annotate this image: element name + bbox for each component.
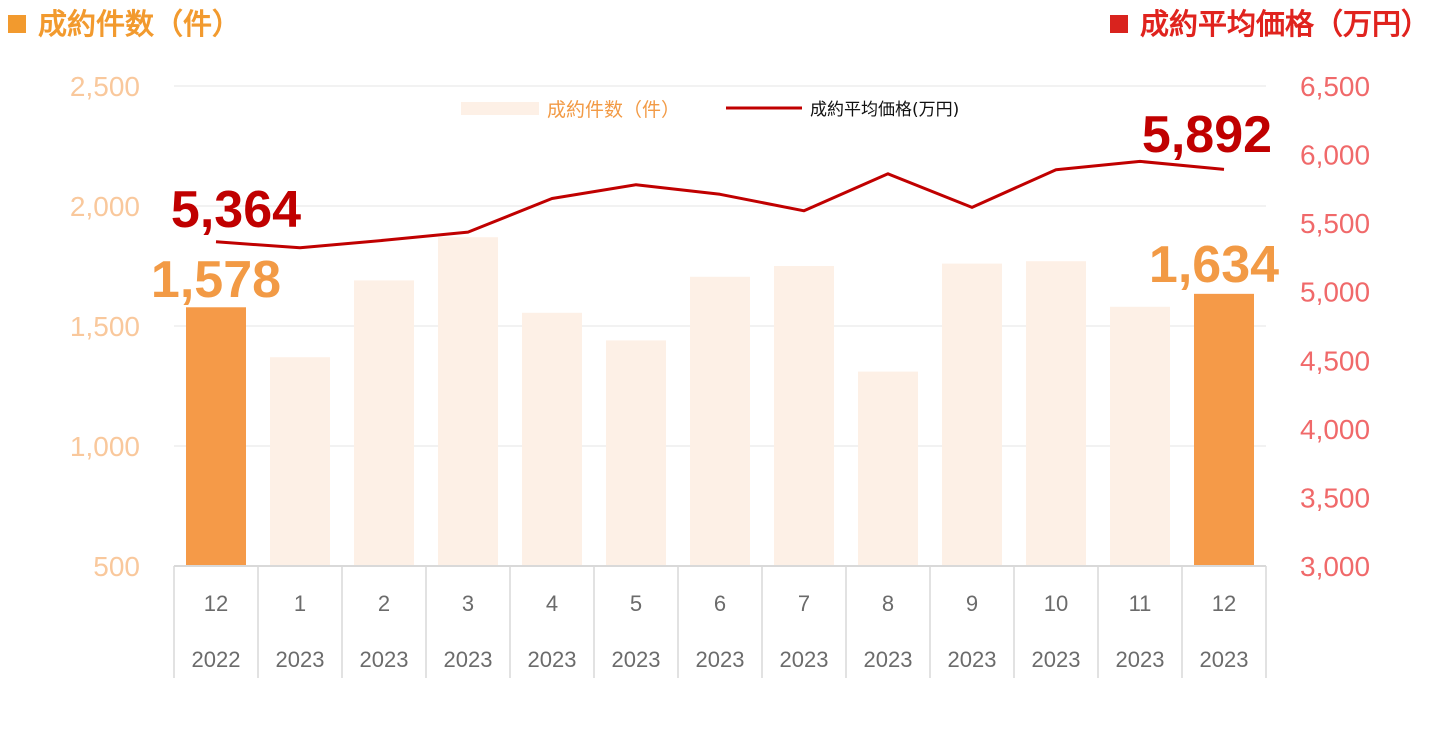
bar [522, 312, 582, 566]
data-label-line-first: 5,364 [171, 181, 301, 239]
x-axis-tick-label: 6 [714, 591, 726, 616]
data-label-bar-last: 1,634 [1149, 236, 1279, 294]
left-axis-title-text: 成約件数（件） [38, 7, 242, 41]
bar [438, 237, 498, 566]
x-axis-year-label: 2023 [696, 647, 745, 672]
left-axis-tick-label: 1,500 [70, 311, 140, 342]
x-axis-tick-label: 4 [546, 591, 558, 616]
x-axis-year-label: 2023 [1200, 647, 1249, 672]
x-axis-tick-label: 10 [1044, 591, 1068, 616]
x-axis-tick-label: 11 [1129, 591, 1152, 616]
right-axis-title-text: 成約平均価格（万円） [1139, 7, 1430, 41]
bar [774, 266, 834, 566]
x-axis-tick-label: 9 [966, 591, 978, 616]
line-series-marker-icon [1109, 15, 1128, 33]
bar [1026, 261, 1086, 566]
left-axis-tick-label: 2,500 [70, 71, 140, 102]
left-axis-tick-label: 2,000 [70, 191, 140, 222]
right-axis-tick-label: 3,500 [1300, 482, 1370, 513]
bar [690, 276, 750, 566]
x-axis-year-label: 2023 [444, 647, 493, 672]
x-axis-year-label: 2023 [864, 647, 913, 672]
data-label-line-last: 5,892 [1142, 106, 1272, 164]
right-axis-tick-label: 3,000 [1300, 551, 1370, 582]
right-axis-tick-label: 4,000 [1300, 414, 1370, 445]
bar [858, 371, 918, 566]
x-axis-tick-label: 12 [1212, 591, 1236, 616]
right-axis-tick-label: 6,500 [1300, 71, 1370, 102]
x-axis-tick-label: 3 [462, 591, 474, 616]
bar [270, 357, 330, 566]
legend-bar-label: 成約件数（件） [547, 99, 680, 121]
x-axis-year-label: 2023 [1032, 647, 1081, 672]
right-axis-tick-label: 5,000 [1300, 277, 1370, 308]
bar-series-marker-icon [8, 15, 26, 33]
bar [606, 340, 666, 566]
right-axis-tick-label: 4,500 [1300, 345, 1370, 376]
legend-line-label: 成約平均価格(万円) [810, 100, 959, 120]
right-axis-tick-label: 5,500 [1300, 208, 1370, 239]
x-axis-year-label: 2023 [948, 647, 997, 672]
x-axis-year-label: 2023 [1116, 647, 1165, 672]
x-axis-tick-label: 1 [294, 591, 306, 616]
x-axis-tick-label: 7 [798, 591, 810, 616]
x-axis-year-label: 2023 [780, 647, 829, 672]
x-axis-tick-label: 12 [204, 591, 228, 616]
x-axis-tick-label: 8 [882, 591, 894, 616]
x-axis-year-label: 2023 [360, 647, 409, 672]
data-label-bar-first: 1,578 [151, 251, 281, 309]
bar [1194, 293, 1254, 566]
legend-bar-swatch [461, 102, 539, 115]
x-axis-tick-label: 2 [378, 591, 390, 616]
bar [1110, 306, 1170, 566]
bar [942, 263, 1002, 566]
x-axis-year-label: 2023 [276, 647, 325, 672]
bar [186, 307, 246, 566]
bar [354, 280, 414, 566]
left-axis-title: 成約件数（件） [8, 4, 241, 44]
x-axis-year-label: 2023 [612, 647, 661, 672]
right-axis-tick-label: 6,000 [1300, 140, 1370, 171]
left-axis-tick-label: 1,000 [70, 431, 140, 462]
price-line [215, 159, 1225, 250]
left-axis-tick-label: 500 [93, 551, 140, 582]
x-axis-year-label: 2022 [192, 647, 241, 672]
right-axis-title: 成約平均価格（万円） [1109, 4, 1430, 44]
x-axis-year-label: 2023 [528, 647, 577, 672]
x-axis-tick-label: 5 [630, 591, 642, 616]
